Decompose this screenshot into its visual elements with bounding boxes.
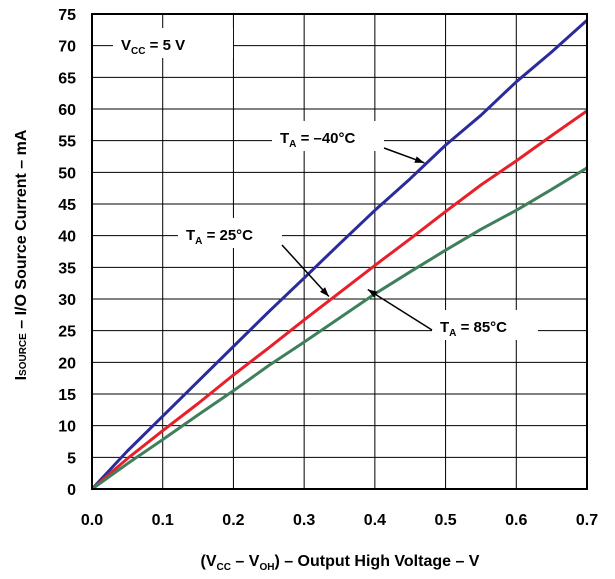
y-tick-label: 25	[58, 324, 76, 341]
label-25-text: TA = 25°C	[186, 227, 253, 247]
x-tick-label: 0.6	[505, 512, 527, 529]
series-line-25	[91, 109, 588, 491]
y-tick-label: 15	[58, 387, 76, 404]
x-tick-label: 0.3	[293, 512, 315, 529]
y-tick-label: 50	[58, 165, 76, 182]
x-tick-label: 0.0	[81, 512, 103, 529]
y-tick-label: 20	[58, 355, 76, 372]
y-tick-label: 55	[58, 134, 76, 151]
label-minus40-text: TA = –40°C	[280, 130, 356, 150]
annotations-layer: VCC = 5 V TA = –40°C TA = 25°C TA = 85°C	[113, 28, 538, 340]
series-line-minus40	[90, 19, 589, 491]
label-85-arrow-line	[367, 288, 433, 331]
x-tick-label: 0.7	[576, 512, 598, 529]
label-minus40-bg	[272, 121, 384, 151]
series-line-85	[91, 166, 588, 491]
y-tick-label: 30	[58, 292, 76, 309]
y-tick-label: 10	[58, 419, 76, 436]
vcc-label-bg	[113, 28, 233, 58]
x-tick-label: 0.4	[364, 512, 386, 529]
y-tick-label: 40	[58, 229, 76, 246]
x-tick-label: 0.2	[222, 512, 244, 529]
label-minus40-arrow-head	[414, 156, 425, 163]
y-axis-label: ISOURCE – I/O Source Current – mA	[13, 129, 30, 380]
y-tick-label: 70	[58, 39, 76, 56]
label-25-arrow-line	[281, 244, 330, 297]
y-tick-label: 0	[67, 482, 76, 499]
label-85: TA = 85°C	[367, 288, 538, 340]
label-25-arrow-head	[320, 287, 329, 297]
x-axis-label: (VCC – VOH) – Output High Voltage – V	[201, 553, 480, 573]
label-85-bg	[432, 310, 538, 340]
label-85-text: TA = 85°C	[440, 319, 507, 339]
vcc-label-text: VCC = 5 V	[121, 37, 185, 57]
vcc-label: VCC = 5 V	[113, 28, 233, 58]
y-tick-label: 60	[58, 102, 76, 119]
y-tick-label: 35	[58, 260, 76, 277]
label-85-arrow-head	[367, 289, 378, 298]
y-tick-label: 65	[58, 70, 76, 87]
plot-frame	[91, 13, 588, 490]
y-tick-label: 5	[67, 450, 76, 467]
y-tick-label: 45	[58, 197, 76, 214]
x-tick-label: 0.1	[152, 512, 174, 529]
y-tick-labels: 0 5 10 15 20 25 30 35 40 45 50 55 60 65 70 75	[58, 7, 76, 499]
label-25-bg	[178, 218, 282, 248]
series-layer	[90, 19, 589, 491]
x-tick-label: 0.5	[434, 512, 456, 529]
x-tick-labels: 0.0 0.1 0.2 0.3 0.4 0.5 0.6 0.7	[81, 512, 598, 529]
label-25: TA = 25°C	[178, 218, 330, 297]
label-minus40: TA = –40°C	[272, 121, 425, 164]
y-tick-label: 75	[58, 7, 76, 24]
